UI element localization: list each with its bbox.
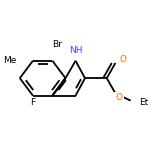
Text: NH: NH — [69, 46, 82, 55]
Text: O: O — [115, 93, 122, 102]
Text: Br: Br — [52, 40, 62, 49]
Text: F: F — [30, 98, 35, 107]
Text: Me: Me — [3, 56, 17, 65]
Text: Et: Et — [139, 98, 149, 107]
Text: O: O — [120, 55, 127, 64]
